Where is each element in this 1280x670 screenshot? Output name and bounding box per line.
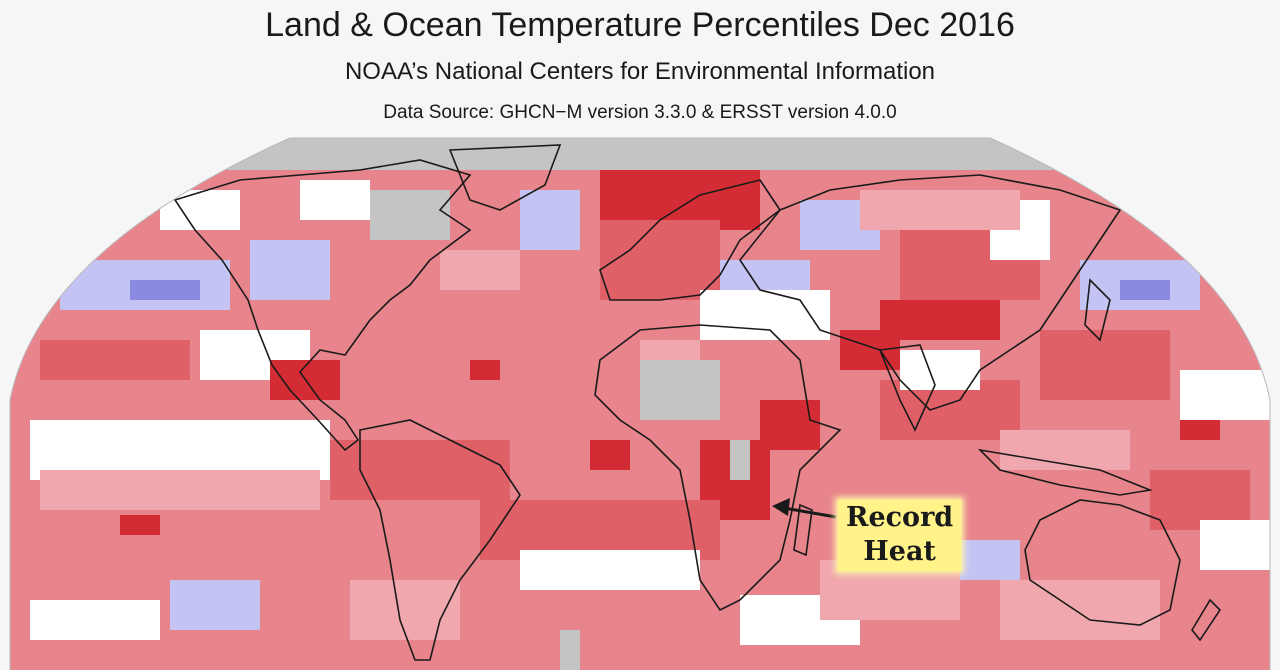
map-title: Land & Ocean Temperature Percentiles Dec… (265, 6, 1015, 44)
percentile-cell-no-data (370, 190, 450, 240)
percentile-cell-much-warmer-than-average (330, 440, 510, 500)
percentile-cell-cooler-than-average (250, 240, 330, 300)
madagascar-outline (793, 503, 813, 557)
percentile-cell-much-warmer-than-average (600, 220, 720, 300)
percentile-cell-no-data (640, 360, 720, 420)
map-subtitle: NOAA’s National Centers for Environmenta… (344, 58, 936, 85)
indonesia-outline (977, 448, 1153, 496)
record-heat-label: Record Heat (838, 500, 962, 571)
south-america-outline (359, 419, 521, 661)
percentile-cell-warmer-than-average (440, 250, 520, 290)
coastlines (173, 144, 1222, 661)
percentile-cell-warmer-than-average (640, 340, 700, 360)
percentile-cell-cooler-than-average (520, 190, 580, 250)
percentile-cell-near-average (900, 350, 980, 390)
africa-outline (594, 324, 842, 612)
percentile-cell-much-warmer-than-average (40, 340, 190, 380)
percentile-cell-near-average (30, 600, 160, 640)
percentile-cell-no-data (560, 630, 580, 670)
new-zealand-outline (1191, 598, 1222, 642)
percentile-cell-near-average (520, 550, 700, 590)
percentile-cell-near-average (160, 190, 240, 230)
percentile-cell-warmer-than-average (40, 470, 320, 510)
percentile-cell-no-data (10, 138, 1270, 170)
australia-outline (1024, 499, 1181, 626)
percentile-cell-warmer-than-average (350, 580, 460, 640)
greenland-outline (448, 144, 562, 211)
north-america-outline (173, 159, 472, 452)
percentile-cell-record-warmest (840, 330, 900, 370)
data-source-note: Data Source: GHCN−M version 3.3.0 & ERSS… (383, 102, 897, 123)
percentile-cell-cooler-than-average (960, 540, 1020, 580)
europe-outline (599, 179, 782, 301)
percentile-cell-near-average (700, 290, 830, 340)
percentile-cell-much-cooler-than-average (1120, 280, 1170, 300)
percentile-cell-warmer-than-average (1000, 580, 1160, 640)
asia-outline (739, 174, 1122, 411)
percentile-cell-near-average (300, 180, 370, 220)
percentile-cell-record-warmest (470, 360, 500, 380)
percentile-cell-cooler-than-average (170, 580, 260, 630)
percentile-cell-record-warmest (1180, 420, 1220, 440)
percentile-cell-much-cooler-than-average (130, 280, 200, 300)
record-heat-label-line2: Heat (863, 536, 936, 567)
record-heat-arrow (772, 498, 837, 519)
map-border (9, 137, 1271, 670)
percentile-cell-warmer-than-average (1000, 430, 1130, 470)
percentile-cell-much-warmer-than-average (1040, 330, 1170, 400)
percentile-cell-no-data (730, 440, 750, 480)
percentile-cell-warmer-than-average (860, 190, 1020, 230)
percentile-cell-near-average (1180, 370, 1270, 420)
record-heat-label-line1: Record (846, 502, 954, 533)
japan-outline (1084, 278, 1111, 342)
percentile-cell-record-warmest (120, 515, 160, 535)
percentile-cell-record-warmest (590, 440, 630, 470)
india-outline (878, 344, 936, 432)
percentile-cell-near-average (1200, 520, 1270, 570)
